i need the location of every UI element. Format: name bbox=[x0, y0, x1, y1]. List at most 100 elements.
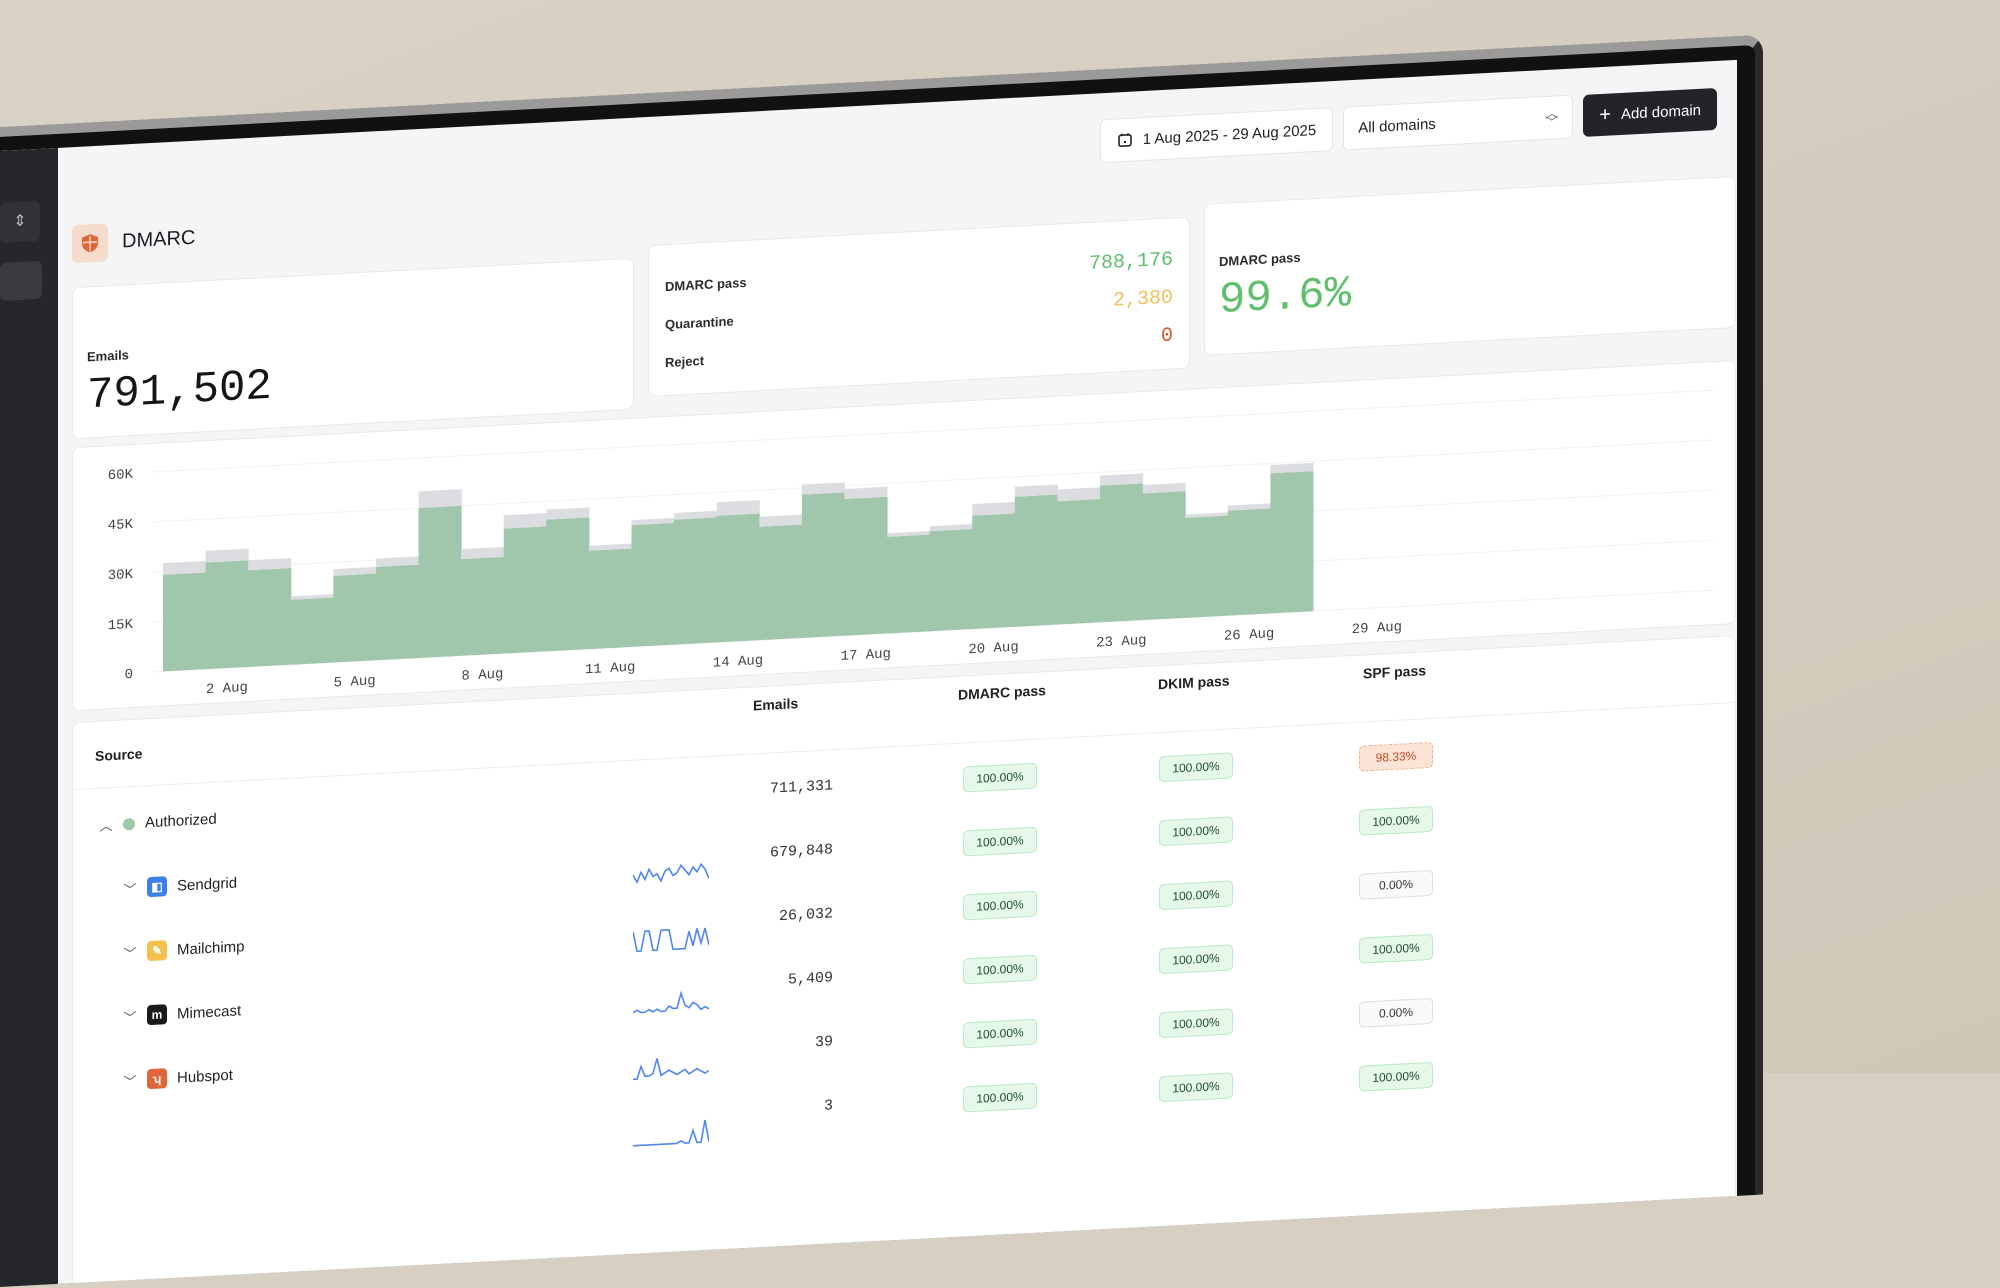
sparkline bbox=[633, 990, 709, 1014]
chevron-up-down-icon: ︿ ﹀ bbox=[1545, 105, 1559, 130]
bar-other bbox=[1057, 487, 1101, 502]
green-dot-icon bbox=[123, 817, 135, 831]
bar-pass bbox=[929, 528, 973, 632]
dkim-pass-badge: 100.00% bbox=[1159, 880, 1233, 911]
dkim-pass-badge: 100.00% bbox=[1159, 1008, 1233, 1039]
spf-pass-badge: 0.00% bbox=[1359, 997, 1433, 1028]
source-name: Hubspot bbox=[177, 1066, 233, 1087]
bar-other bbox=[163, 560, 207, 575]
sparkline-line bbox=[633, 1058, 709, 1081]
emails-stat-card: Emails 791,502 bbox=[72, 257, 634, 440]
quarantine-label: Quarantine bbox=[665, 313, 734, 333]
source-name: Authorized bbox=[145, 810, 217, 832]
mailchimp-icon: ✎ bbox=[147, 940, 167, 962]
bar-pass bbox=[1142, 491, 1186, 621]
bar-other bbox=[674, 510, 718, 520]
chevron-down-icon[interactable]: ﹀ bbox=[123, 945, 137, 961]
chevron-up-icon[interactable]: ︿ bbox=[99, 818, 113, 834]
bar-other bbox=[1100, 473, 1144, 486]
bar-pass bbox=[1185, 515, 1229, 618]
sparkline-line bbox=[633, 990, 709, 1014]
bar-other bbox=[290, 594, 334, 600]
y-tick-label: 30K bbox=[108, 567, 134, 584]
bar-other bbox=[1227, 503, 1271, 511]
table-row[interactable]: ﹀ m Mimecast 5,409 100.00% 100.00% 100.00% bbox=[73, 902, 1735, 1051]
sparkline bbox=[633, 862, 709, 885]
x-tick-label: 20 Aug bbox=[968, 640, 1018, 659]
bar-other bbox=[248, 558, 292, 571]
bar-pass bbox=[1057, 498, 1101, 625]
table-row[interactable]: ﹀ ◧ Sendgrid 679,848 100.00% 100.00% 100.00% bbox=[73, 774, 1735, 923]
chevron-down-icon[interactable]: ﹀ bbox=[123, 1073, 137, 1089]
dmarc-pass-badge: 100.00% bbox=[963, 1082, 1037, 1113]
sparkline bbox=[633, 1119, 709, 1147]
bar-other bbox=[333, 566, 377, 576]
app-screen: ⇕ 1 Aug 2025 - 29 Aug 2025 All domains ︿… bbox=[0, 59, 1737, 1288]
reject-count: 0 bbox=[1160, 324, 1173, 349]
bar-pass bbox=[546, 517, 590, 652]
chevron-down-icon[interactable]: ﹀ bbox=[123, 1009, 137, 1025]
emails-value: 791,502 bbox=[87, 361, 272, 422]
sparkline-line bbox=[633, 862, 709, 885]
x-tick-label: 2 Aug bbox=[206, 680, 248, 698]
sidebar: ⇕ bbox=[0, 147, 58, 1288]
bar-other bbox=[759, 514, 803, 527]
bar-pass bbox=[205, 560, 249, 670]
x-tick-label: 26 Aug bbox=[1224, 626, 1274, 645]
table-row[interactable]: ﹀ ✎ Mailchimp 26,032 100.00% 100.00% 0.00% bbox=[73, 838, 1735, 987]
bar-other bbox=[375, 556, 420, 567]
sendgrid-icon: ◧ bbox=[147, 876, 167, 898]
x-tick-label: 17 Aug bbox=[841, 646, 891, 665]
reject-label: Reject bbox=[665, 353, 705, 371]
add-domain-label: Add domain bbox=[1620, 101, 1701, 123]
bar-other bbox=[546, 507, 590, 520]
bar-pass bbox=[972, 513, 1016, 629]
bar-pass bbox=[1014, 494, 1058, 627]
bar-pass bbox=[333, 573, 377, 663]
add-domain-button[interactable]: + Add domain bbox=[1583, 87, 1717, 137]
bar-other bbox=[1014, 484, 1058, 497]
source-cell: ﹀ m Mimecast bbox=[123, 1000, 241, 1026]
bar-other bbox=[1142, 482, 1186, 494]
header-emails: Emails bbox=[753, 695, 799, 714]
source-cell: ﹀ ʮ Hubspot bbox=[123, 1065, 233, 1091]
x-tick-label: 11 Aug bbox=[585, 660, 635, 679]
plus-icon: + bbox=[1599, 103, 1611, 127]
workspace-switcher-icon[interactable]: ⇕ bbox=[0, 200, 40, 243]
bar-pass bbox=[248, 568, 292, 667]
dkim-pass-badge: 100.00% bbox=[1159, 1072, 1233, 1103]
sparkline-line bbox=[633, 1119, 709, 1147]
sources-table: Source Emails DMARC pass DKIM pass SPF p… bbox=[72, 634, 1736, 1288]
y-tick-label: 60K bbox=[108, 467, 134, 484]
sidebar-item-active[interactable] bbox=[0, 260, 42, 301]
bar-pass bbox=[1270, 471, 1314, 614]
header-source: Source bbox=[95, 745, 143, 764]
main-content: 1 Aug 2025 - 29 Aug 2025 All domains ︿ ﹀ … bbox=[58, 60, 1737, 1288]
y-tick-label: 0 bbox=[125, 667, 133, 683]
dmarc-pass-badge: 100.00% bbox=[963, 890, 1037, 921]
page-title: DMARC bbox=[122, 226, 196, 253]
hubspot-icon: ʮ bbox=[147, 1068, 167, 1090]
spf-pass-badge: 0.00% bbox=[1359, 869, 1433, 900]
bar-other bbox=[588, 543, 633, 551]
source-cell: ﹀ ✎ Mailchimp bbox=[123, 936, 245, 962]
x-tick-label: 29 Aug bbox=[1352, 619, 1402, 638]
header-dmarc-pass: DMARC pass bbox=[958, 682, 1046, 703]
bar-other bbox=[461, 546, 505, 560]
gridline bbox=[153, 439, 1713, 523]
spf-pass-badge: 98.33% bbox=[1359, 741, 1433, 772]
bar-pass bbox=[716, 513, 760, 643]
chevron-down-icon[interactable]: ﹀ bbox=[123, 881, 137, 897]
pass-rate-value: 99.6% bbox=[1219, 269, 1352, 327]
email-volume-chart: 0 15K 30K 45K 60K 2 Aug 5 Aug 8 Aug 11 Aug 14 Aug… bbox=[72, 359, 1736, 712]
bar-other bbox=[1185, 512, 1229, 518]
domain-select-value: All domains bbox=[1358, 115, 1436, 137]
date-range-picker[interactable]: 1 Aug 2025 - 29 Aug 2025 bbox=[1099, 107, 1334, 164]
bar-other bbox=[887, 531, 931, 537]
domain-select[interactable]: All domains ︿ ﹀ bbox=[1343, 94, 1574, 151]
dmarc-pass-badge: 100.00% bbox=[963, 954, 1037, 985]
bar-pass bbox=[163, 572, 207, 672]
date-range-label: 1 Aug 2025 - 29 Aug 2025 bbox=[1142, 121, 1317, 148]
emails-count: 711,331 bbox=[769, 777, 833, 798]
toolbar: 1 Aug 2025 - 29 Aug 2025 All domains ︿ ﹀ … bbox=[1099, 87, 1717, 164]
